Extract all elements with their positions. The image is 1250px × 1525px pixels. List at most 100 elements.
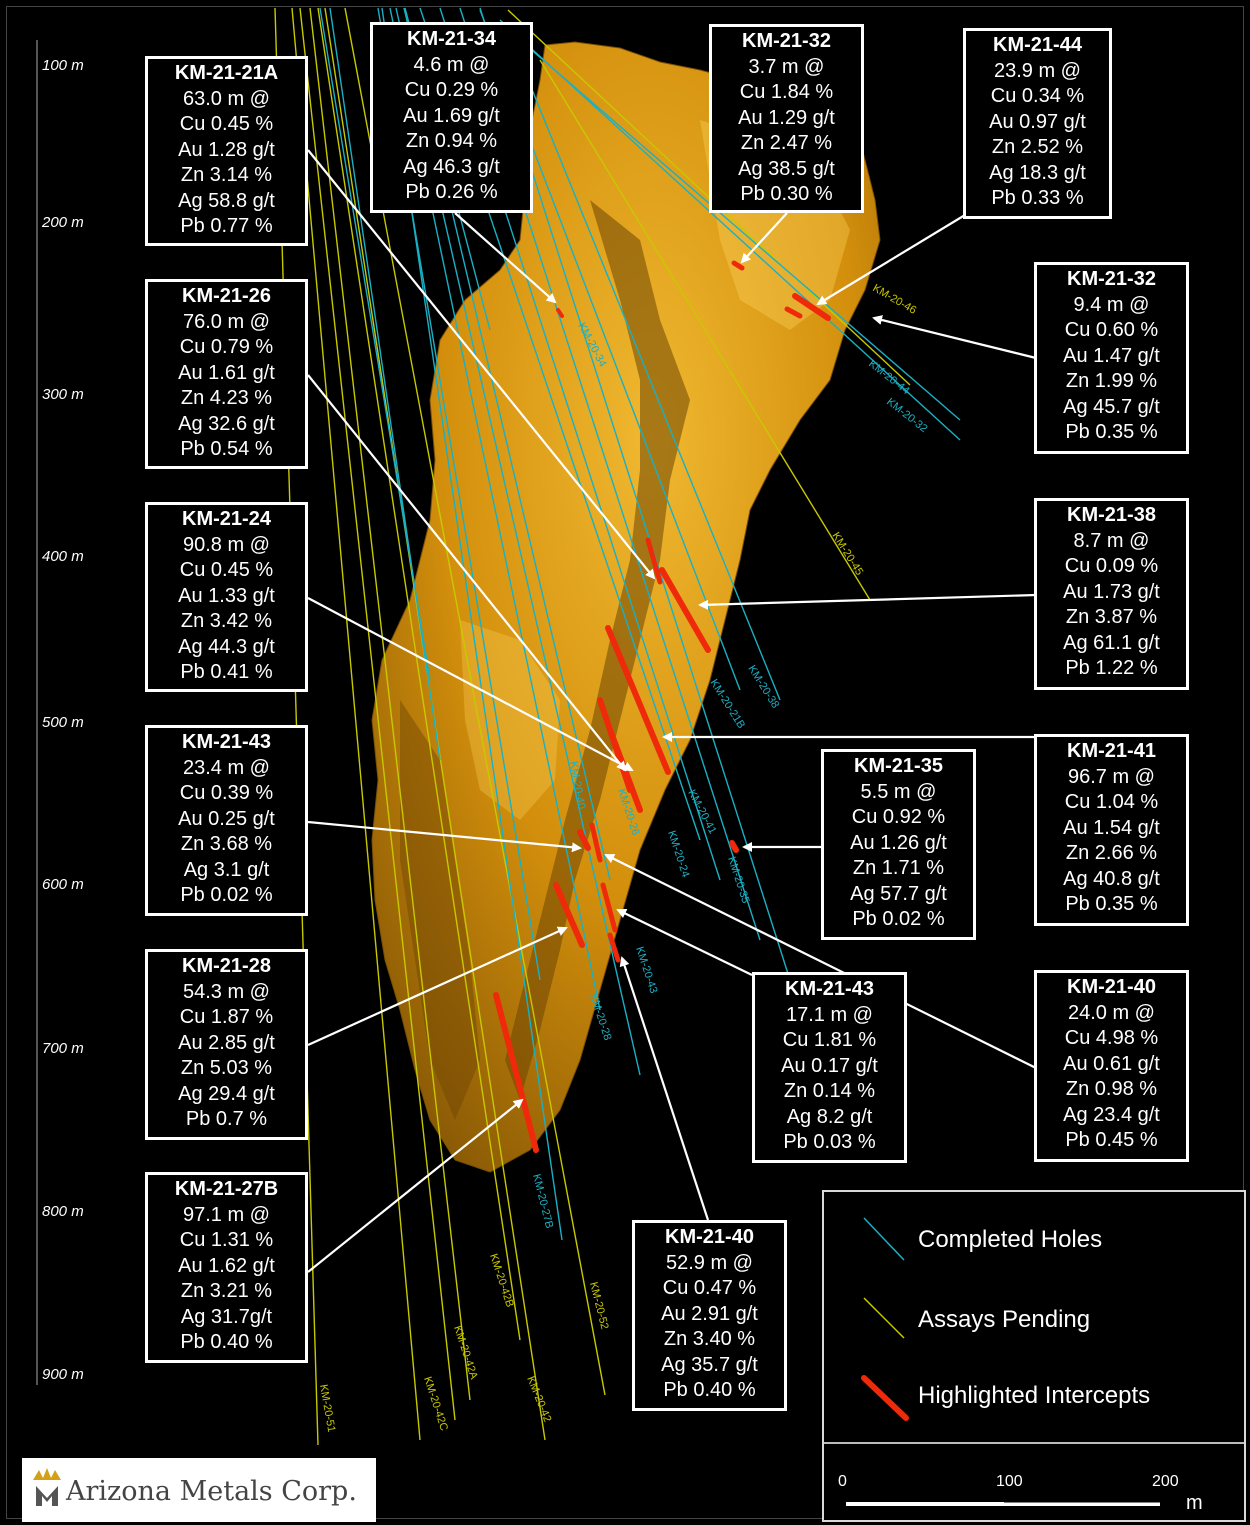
intercept-km-21-21a [645, 537, 663, 585]
callout-title: KM-21-32 [742, 30, 831, 52]
callout-line: Ag 38.5 g/t [738, 157, 835, 180]
completed-hole-trace [519, 59, 781, 701]
intercept-km-21-38 [659, 567, 711, 653]
hole-label-km-20-46: KM-20-46 [871, 282, 919, 317]
callout-title: KM-21-24 [182, 508, 271, 530]
completed-hole-trace [499, 19, 961, 441]
callout-line: Zn 2.47 % [740, 132, 833, 154]
assay-callout-km-21-27b: KM-21-27B 97.1 m @ Cu 1.31 % Au 1.62 g/t… [145, 1172, 308, 1363]
pending-hole-trace [317, 7, 521, 1341]
callout-line: 5.5 m @ [860, 780, 937, 803]
callout-line: Pb 0.40 % [663, 1379, 756, 1401]
legend-divider [824, 1442, 1244, 1444]
callout-line: 90.8 m @ [182, 533, 270, 556]
arrow-km-21-32-b [872, 315, 1037, 360]
arrow-km-21-38 [698, 593, 1037, 610]
callout-title: KM-21-32 [1067, 268, 1156, 290]
callout-title: KM-21-43 [785, 978, 874, 1000]
assay-callout-km-21-26: KM-21-26 76.0 m @ Cu 0.79 % Au 1.61 g/t … [145, 279, 308, 469]
callout-line: 17.1 m @ [785, 1003, 873, 1026]
callout-line: Pb 0.02 % [852, 908, 945, 930]
assay-callout-km-21-43-b: KM-21-43 17.1 m @ Cu 1.81 % Au 0.17 g/t … [752, 972, 907, 1163]
callout-line: Pb 1.22 % [1065, 657, 1158, 679]
depth-label-500: 500 m [42, 714, 84, 731]
callout-arrows [307, 149, 1037, 1273]
callout-line: Zn 1.71 % [852, 857, 945, 879]
legend-pending-label: Assays Pending [918, 1306, 1091, 1333]
completed-hole-trace [519, 39, 961, 421]
callout-line: Zn 5.03 % [180, 1057, 273, 1079]
hole-label-km-20-45: KM-20-45 [829, 530, 865, 577]
callout-line: Ag 46.3 g/t [403, 155, 500, 178]
callout-line: Cu 0.45 % [179, 559, 274, 581]
intercept-km-21-44 [792, 293, 831, 321]
depth-label-200: 200 m [42, 214, 84, 231]
assay-callout-km-21-32-b: KM-21-32 9.4 m @ Cu 0.60 % Au 1.47 g/t Z… [1034, 262, 1189, 454]
depth-label-300: 300 m [42, 386, 84, 403]
assay-callout-km-21-38: KM-21-38 8.7 m @ Cu 0.09 % Au 1.73 g/t Z… [1034, 498, 1189, 690]
callout-title: KM-21-35 [854, 755, 943, 777]
legend-completed-label: Completed Holes [918, 1226, 1103, 1253]
assay-callout-km-21-44: KM-21-44 23.9 m @ Cu 0.34 % Au 0.97 g/t … [963, 28, 1112, 219]
callout-line: Cu 1.87 % [179, 1006, 274, 1028]
callout-line: 23.9 m @ [993, 59, 1081, 82]
callout-line: Pb 0.54 % [180, 438, 273, 460]
callout-line: Zn 3.21 % [180, 1280, 273, 1302]
company-logo: Arizona Metals Corp. [22, 1458, 376, 1522]
callout-line: Pb 0.26 % [405, 181, 498, 203]
intercept-km-21-43-b [600, 882, 618, 933]
callout-line: Au 1.29 g/t [738, 106, 835, 129]
callout-line: Pb 0.40 % [180, 1331, 273, 1353]
assay-callout-km-21-34: KM-21-34 4.6 m @ Cu 0.29 % Au 1.69 g/t Z… [370, 22, 533, 213]
pending-hole-trace [309, 7, 471, 1401]
callout-line: Cu 1.81 % [782, 1029, 877, 1051]
arrow-km-21-21a [307, 149, 656, 580]
hole-label-km-20-32: KM-20-32 [884, 396, 929, 435]
callout-line: 23.4 m @ [182, 756, 270, 779]
callout-line: Au 0.61 g/t [1063, 1052, 1160, 1075]
callout-line: Zn 0.94 % [405, 130, 498, 152]
callout-title: KM-21-21A [174, 62, 279, 84]
callout-line: Cu 4.98 % [1064, 1027, 1159, 1049]
callout-title: KM-21-26 [182, 285, 271, 307]
legend: Completed Holes Assays Pending Highlight… [822, 1190, 1246, 1522]
scale-unit: m [1186, 1492, 1203, 1514]
callout-title: KM-21-40 [665, 1226, 754, 1248]
assay-callout-km-21-40-a: KM-21-40 24.0 m @ Cu 4.98 % Au 0.61 g/t … [1034, 970, 1189, 1162]
arrow-km-21-40-b [619, 956, 710, 1221]
callout-line: Au 0.17 g/t [781, 1054, 878, 1077]
callout-line: 96.7 m @ [1067, 765, 1155, 788]
callout-line: Au 2.85 g/t [178, 1031, 275, 1054]
callout-line: Zn 3.40 % [663, 1328, 756, 1350]
arrow-km-21-43-a [307, 820, 582, 853]
callout-line: Cu 0.45 % [179, 113, 274, 135]
hole-label-km-20-21b: KM-20-21B [707, 677, 747, 731]
ore-body-shadow [505, 200, 690, 1100]
callout-line: Au 1.33 g/t [178, 584, 275, 607]
callout-line: Au 0.25 g/t [178, 807, 275, 830]
callout-line: Cu 0.47 % [662, 1277, 757, 1299]
assay-callout-km-21-21a: KM-21-21A 63.0 m @ Cu 0.45 % Au 1.28 g/t… [145, 56, 308, 246]
callout-line: Cu 0.92 % [851, 806, 946, 828]
assay-callout-km-21-40-b: KM-21-40 52.9 m @ Cu 0.47 % Au 2.91 g/t … [632, 1220, 787, 1411]
callout-line: Pb 0.03 % [783, 1131, 876, 1153]
callout-line: 8.7 m @ [1073, 529, 1150, 552]
completed-hole-trace [329, 7, 441, 761]
callout-line: Au 1.73 g/t [1063, 580, 1160, 603]
arrow-km-21-27b [307, 1098, 524, 1273]
hole-label-km-20-38: KM-20-38 [745, 663, 781, 710]
callout-line: Cu 0.60 % [1064, 319, 1159, 341]
ore-body-highlight-2 [460, 620, 560, 820]
callout-line: Pb 0.33 % [991, 187, 1084, 209]
arrow-km-21-32-a [740, 212, 788, 264]
callout-title: KM-21-28 [182, 955, 271, 977]
arrow-km-21-43-b [616, 908, 753, 976]
assay-callout-km-21-35: KM-21-35 5.5 m @ Cu 0.92 % Au 1.26 g/t Z… [821, 749, 976, 940]
hole-label-km-20-27b: KM-20-27B [530, 1173, 555, 1230]
callout-line: Zn 2.52 % [991, 136, 1084, 158]
intercept-km-21-24 [609, 732, 643, 813]
callout-title: KM-21-27B [174, 1178, 279, 1200]
hole-label-km-20-52: KM-20-52 [587, 1281, 610, 1331]
callout-line: Cu 1.84 % [739, 81, 834, 103]
callout-line: Ag 35.7 g/t [661, 1353, 758, 1376]
